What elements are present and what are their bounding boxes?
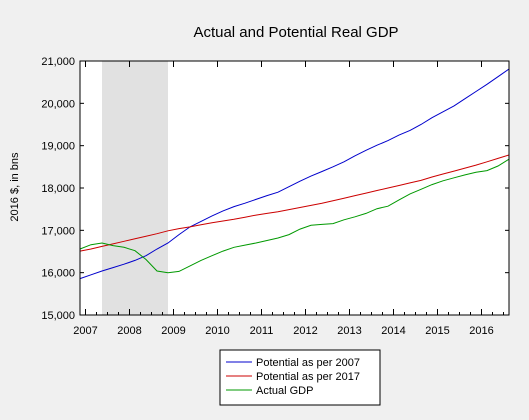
x-tick-label: 2012 — [293, 325, 317, 337]
x-tick-label: 2015 — [425, 325, 449, 337]
x-tick-label: 2007 — [73, 325, 97, 337]
x-tick-label: 2010 — [205, 325, 229, 337]
x-tick-label: 2013 — [337, 325, 361, 337]
legend-label-1: Potential as per 2017 — [256, 371, 360, 383]
y-tick-label: 20,000 — [41, 98, 75, 110]
legend-label-2: Actual GDP — [256, 385, 313, 397]
y-tick-label: 15,000 — [41, 310, 75, 322]
series-line-2 — [79, 158, 510, 274]
y-axis-ticks: 15,000 16,000 17,000 18,000 19,000 20,000 21,0… — [41, 56, 509, 322]
y-tick-label: 18,000 — [41, 183, 75, 195]
legend: Potential as per 2007 Potential as per 20… — [219, 349, 381, 406]
x-tick-label: 2014 — [381, 325, 405, 337]
legend-items: Potential as per 2007 Potential as per 20… — [226, 357, 360, 397]
chart-title: Actual and Potential Real GDP — [193, 24, 398, 41]
series-line-0 — [79, 68, 510, 280]
x-tick-label: 2011 — [250, 325, 274, 337]
x-axis-ticks: 2007 2008 2009 2010 2011 2012 2013 2014 2015 2016 — [73, 61, 504, 337]
series-lines — [79, 68, 510, 280]
y-tick-label: 19,000 — [41, 141, 75, 153]
y-axis-label: 2016 $, in bns — [9, 152, 21, 222]
series-line-1 — [79, 154, 510, 252]
y-tick-label: 16,000 — [41, 268, 75, 280]
x-tick-label: 2008 — [117, 325, 141, 337]
x-tick-label: 2016 — [469, 325, 493, 337]
recession-shading — [102, 61, 168, 315]
y-tick-label: 17,000 — [41, 225, 75, 237]
legend-box — [219, 349, 381, 406]
legend-label-0: Potential as per 2007 — [256, 357, 360, 369]
x-tick-label: 2009 — [161, 325, 185, 337]
y-tick-label: 21,000 — [41, 56, 75, 68]
